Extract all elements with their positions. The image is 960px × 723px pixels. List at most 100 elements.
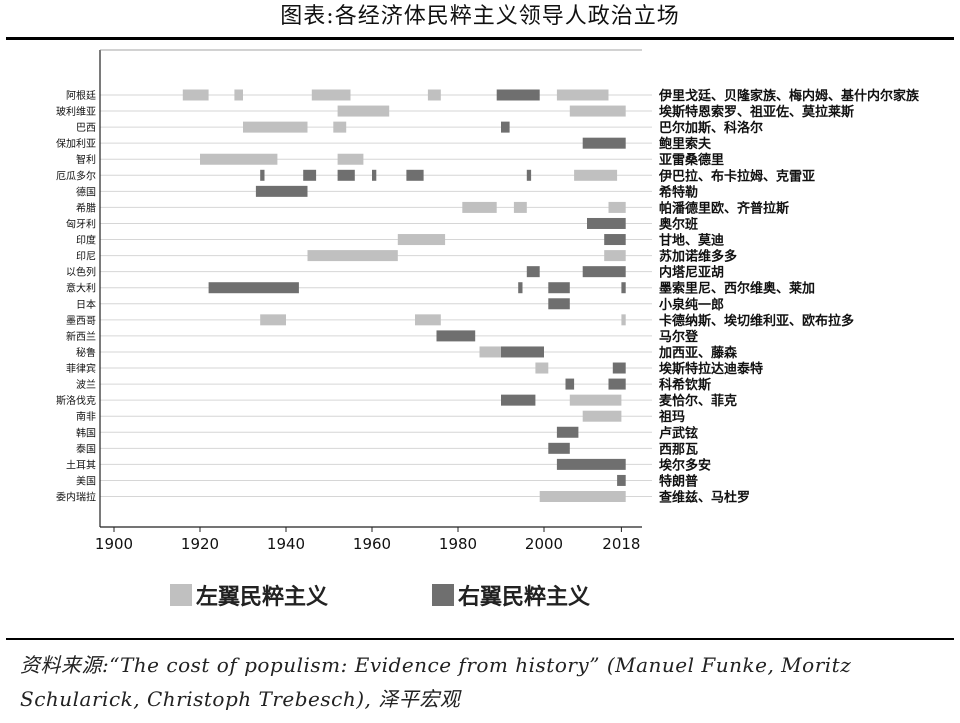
legend-left: 左翼民粹主义	[170, 578, 328, 612]
span-bar	[548, 282, 570, 294]
leader-label: 墨索里尼、西尔维奥、莱加	[659, 281, 815, 297]
leader-label: 加西亚、藤森	[658, 345, 738, 361]
country-label: 匈牙利	[66, 217, 96, 230]
x-tick-label: 1960	[353, 535, 391, 553]
country-label: 韩国	[76, 426, 96, 439]
span-bar	[548, 298, 570, 310]
leader-label: 科希钦斯	[659, 377, 711, 393]
x-tick-label: 2018	[602, 535, 640, 553]
page-title: 图表:各经济体民粹主义领导人政治立场	[280, 4, 680, 29]
span-bar	[182, 89, 209, 101]
leader-label: 马尔登	[659, 329, 699, 345]
span-bar	[608, 378, 626, 390]
country-label: 墨西哥	[66, 315, 96, 327]
span-bar	[526, 266, 540, 278]
country-label: 泰国	[76, 442, 96, 455]
leader-label: 苏加诺维多多	[659, 249, 737, 265]
span-bar	[587, 217, 626, 229]
span-bar	[307, 250, 398, 262]
country-label: 印尼	[76, 251, 96, 263]
leader-label: 甘地、莫迪	[659, 233, 724, 249]
country-label: 美国	[76, 474, 96, 487]
span-bar	[604, 234, 626, 246]
country-label: 保加利亚	[56, 137, 96, 150]
populism-timeline-chart: 阿根廷玻利维亚巴西保加利亚智利厄瓜多尔德国希腊匈牙利印度印尼以色列意大利日本墨西…	[56, 49, 920, 553]
span-bar	[612, 362, 626, 374]
span-bar	[556, 458, 626, 470]
span-bar	[406, 169, 424, 181]
leader-label: 小泉纯一郎	[659, 297, 724, 313]
country-label: 希腊	[76, 201, 96, 214]
country-label: 土耳其	[66, 458, 96, 471]
span-bar	[462, 201, 497, 213]
leader-label: 埃斯特拉达迪泰特	[659, 361, 763, 377]
span-bar	[621, 314, 626, 326]
leader-label: 内塔尼亚胡	[659, 265, 724, 281]
leader-label: 亚雷桑德里	[659, 152, 724, 168]
country-label: 玻利维亚	[56, 105, 96, 118]
span-bar	[501, 394, 536, 406]
x-tick-label: 2000	[525, 535, 563, 553]
span-bar	[397, 234, 446, 246]
country-label: 阿根廷	[66, 89, 96, 102]
leader-label: 麦恰尔、菲克	[659, 393, 737, 409]
x-tick-label: 1900	[95, 535, 133, 553]
span-bar	[303, 169, 317, 181]
leader-label: 埃尔多安	[659, 457, 711, 473]
span-bar	[513, 201, 527, 213]
bottom-rule	[6, 638, 954, 640]
country-label: 德国	[76, 185, 96, 198]
leader-label: 奥尔班	[659, 216, 698, 232]
span-bar	[200, 153, 278, 165]
country-label: 智利	[76, 153, 96, 166]
legend-left-label: 左翼民粹主义	[196, 585, 329, 610]
country-label: 印度	[76, 234, 96, 247]
top-rule	[6, 37, 954, 40]
country-label: 南非	[76, 410, 96, 423]
axes	[99, 49, 642, 532]
span-bar	[604, 250, 626, 262]
leader-label: 西那瓦	[659, 442, 698, 457]
leader-label: 鲍里索夫	[659, 136, 712, 152]
span-bar	[539, 491, 626, 502]
country-label: 以色列	[66, 266, 96, 279]
span-bar	[569, 105, 626, 117]
span-bar	[569, 394, 622, 406]
country-label: 斯洛伐克	[56, 394, 96, 407]
country-label: 意大利	[66, 282, 96, 295]
x-tick-label: 1920	[181, 535, 219, 553]
country-label: 厄瓜多尔	[56, 169, 96, 182]
span-bar	[608, 201, 626, 213]
span-bar	[208, 282, 299, 294]
leader-label: 希特勒	[659, 184, 698, 200]
span-bar	[234, 89, 243, 101]
country-label: 委内瑞拉	[56, 491, 96, 504]
span-bar	[496, 89, 540, 101]
span-bar	[501, 346, 544, 358]
leader-label: 特朗普	[659, 473, 698, 489]
span-bar	[427, 89, 441, 101]
country-label: 巴西	[76, 122, 96, 134]
country-label: 日本	[76, 298, 96, 311]
country-label: 秘鲁	[76, 346, 96, 359]
span-bar	[311, 89, 351, 101]
span-bar	[333, 121, 347, 133]
span-bar	[582, 266, 626, 278]
span-bar	[255, 185, 308, 197]
country-label: 菲律宾	[66, 362, 96, 375]
span-bar	[337, 153, 364, 165]
country-labels: 阿根廷玻利维亚巴西保加利亚智利厄瓜多尔德国希腊匈牙利印度印尼以色列意大利日本墨西…	[56, 89, 96, 504]
span-bar	[582, 410, 622, 422]
leader-label: 卡德纳斯、埃切维利亚、欧布拉多	[659, 313, 854, 329]
leader-label: 祖玛	[658, 409, 685, 425]
span-bar	[415, 314, 441, 326]
span-bar	[479, 346, 501, 358]
leader-label: 伊里戈廷、贝隆家族、梅内姆、基什内尔家族	[658, 88, 920, 104]
span-bar	[565, 378, 575, 390]
leader-label: 埃斯特恩索罗、祖亚佐、莫拉莱斯	[659, 104, 854, 120]
span-bar	[260, 169, 265, 181]
span-bar	[337, 169, 355, 181]
leader-label: 卢武铉	[659, 425, 698, 441]
leader-labels: 伊里戈廷、贝隆家族、梅内姆、基什内尔家族埃斯特恩索罗、祖亚佐、莫拉莱斯巴尔加斯、…	[658, 88, 920, 506]
legend-left-swatch	[170, 584, 192, 606]
